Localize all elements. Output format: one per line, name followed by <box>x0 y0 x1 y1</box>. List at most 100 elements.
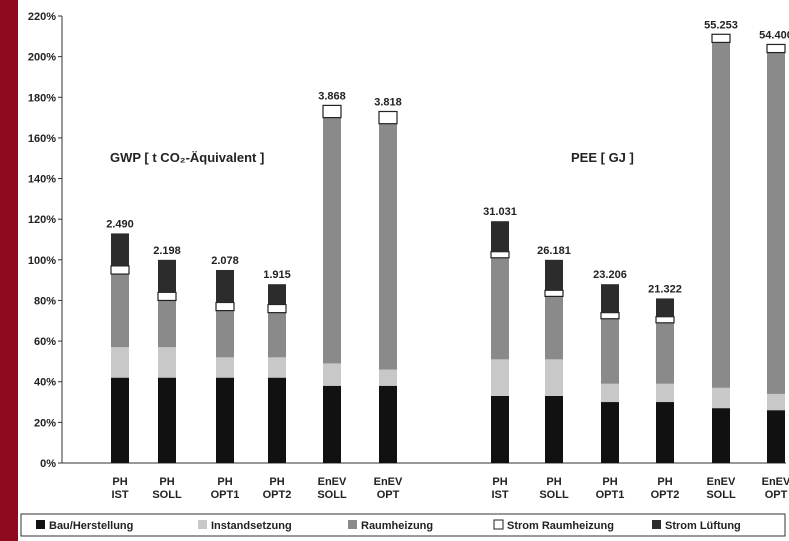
bar-segment-bau-herstellung <box>767 410 785 463</box>
y-tick-label: 140% <box>28 174 56 186</box>
bar-segment-raumheizung <box>767 52 785 394</box>
labels-layer: GWP [ t CO₂-Äquivalent ]2.490PHIST2.198P… <box>106 19 789 501</box>
legend-box <box>20 513 786 537</box>
y-tick-label: 180% <box>28 92 56 104</box>
category-label-top: PH <box>657 476 672 488</box>
bar-segment-bau-herstellung <box>656 402 674 463</box>
bar-total-label: 31.031 <box>483 206 517 218</box>
legend-swatch <box>493 519 504 530</box>
bar-total-label: 55.253 <box>704 19 738 31</box>
bar-segment-bau-herstellung <box>323 385 341 463</box>
category-label-top: EnEV <box>762 476 789 488</box>
y-tick-label: 160% <box>28 133 56 145</box>
bar-total-label: 2.198 <box>153 245 181 257</box>
y-tick-label: 100% <box>28 255 56 267</box>
category-label-bottom: OPT1 <box>211 489 240 501</box>
bar-segment-instandsetzung <box>111 347 129 378</box>
bar-segment-instandsetzung <box>545 359 563 396</box>
bar-segment-instandsetzung <box>601 383 619 403</box>
category-label-bottom: IST <box>111 489 128 501</box>
bar-segment-raumheizung <box>656 322 674 384</box>
bar-segment-raumheizung <box>216 310 234 358</box>
legend-swatch <box>348 520 357 529</box>
category-label-bottom: SOLL <box>152 489 182 501</box>
bar-segment-bau-herstellung <box>379 385 397 463</box>
bar-segment-strom-raumheizung <box>322 104 342 119</box>
category-label-top: PH <box>159 476 174 488</box>
bar-segment-strom-raumheizung <box>655 316 675 324</box>
bar-segment-strom-raumheizung <box>766 43 786 54</box>
category-label-top: PH <box>546 476 561 488</box>
bar-segment-raumheizung <box>712 42 730 388</box>
stacked-bar-chart: 0% 20% 40% 60% 80% 100% 120% 140% 160% 180% 200% 22… <box>20 11 789 537</box>
y-tick-label: 80% <box>34 295 56 307</box>
category-label-top: PH <box>269 476 284 488</box>
legend-swatch <box>198 520 207 529</box>
bar-segment-strom-raumheizung <box>110 265 130 275</box>
bar-total-label: 2.078 <box>211 255 239 267</box>
bar-segment-strom-l-ftung <box>216 269 234 303</box>
bar-segment-bau-herstellung <box>158 377 176 463</box>
bar-segment-instandsetzung <box>491 359 509 396</box>
bar-segment-bau-herstellung <box>712 408 730 463</box>
bar-segment-instandsetzung <box>158 347 176 378</box>
chart-container: 0% 20% 40% 60% 80% 100% 120% 140% 160% 180% 200% 22… <box>18 0 789 541</box>
bar-total-label: 54.400 <box>759 29 789 41</box>
legend-swatch <box>652 520 661 529</box>
bar-segment-raumheizung <box>545 296 563 360</box>
legend: Bau/Herstellung Instandsetzung Raumheizung… <box>20 513 786 537</box>
bar-segment-raumheizung <box>268 312 286 358</box>
y-tick-label: 60% <box>34 336 56 348</box>
bar-segment-bau-herstellung <box>545 395 563 463</box>
bar-segment-instandsetzung <box>323 363 341 386</box>
bar-segment-raumheizung <box>158 300 176 348</box>
legend-entry-label: Strom Raumheizung <box>507 520 614 532</box>
bar-segment-bau-herstellung <box>111 377 129 463</box>
bar-segment-instandsetzung <box>656 383 674 403</box>
bar-total-label: 3.868 <box>318 90 346 102</box>
category-label-bottom: SOLL <box>706 489 736 501</box>
bar-segment-strom-l-ftung <box>491 221 509 252</box>
bar-segment-strom-raumheizung <box>600 312 620 320</box>
bar-segment-bau-herstellung <box>216 377 234 463</box>
legend-entry-label: Strom Lüftung <box>665 520 741 532</box>
legend-swatch <box>36 520 45 529</box>
bar-segment-strom-raumheizung <box>711 33 731 44</box>
bar-segment-strom-raumheizung <box>378 110 398 125</box>
category-label-top: PH <box>492 476 507 488</box>
bar-segment-strom-l-ftung <box>268 284 286 305</box>
bar-segment-instandsetzung <box>379 369 397 386</box>
bar-total-label: 26.181 <box>537 245 571 257</box>
category-label-top: EnEV <box>318 476 347 488</box>
bar-segment-strom-l-ftung <box>601 284 619 313</box>
bar-total-label: 1.915 <box>263 269 291 281</box>
legend-entry-label: Raumheizung <box>361 520 433 532</box>
category-label-top: PH <box>112 476 127 488</box>
bar-segment-raumheizung <box>379 123 397 370</box>
bar-segment-strom-l-ftung <box>158 259 176 293</box>
bar-segment-strom-l-ftung <box>545 259 563 291</box>
bar-segment-bau-herstellung <box>491 395 509 463</box>
bar-segment-bau-herstellung <box>601 402 619 463</box>
bar-segment-strom-l-ftung <box>111 233 129 266</box>
bar-segment-strom-raumheizung <box>544 289 564 297</box>
bar-total-label: 21.322 <box>648 283 682 295</box>
category-label-top: EnEV <box>707 476 736 488</box>
bar-total-label: 23.206 <box>593 269 627 281</box>
bar-segment-instandsetzung <box>268 357 286 378</box>
bar-segment-strom-raumheizung <box>215 301 235 312</box>
y-tick-label: 0% <box>40 458 56 470</box>
category-label-bottom: SOLL <box>317 489 347 501</box>
y-tick-label: 20% <box>34 417 56 429</box>
bars-layer <box>110 33 786 463</box>
y-tick-label: 120% <box>28 214 56 226</box>
bar-segment-instandsetzung <box>216 357 234 378</box>
y-tick-label: 40% <box>34 377 56 389</box>
bar-segment-bau-herstellung <box>268 377 286 463</box>
bar-total-label: 3.818 <box>374 96 402 108</box>
bar-total-label: 2.490 <box>106 218 134 230</box>
bar-segment-instandsetzung <box>767 393 785 411</box>
category-label-bottom: IST <box>491 489 508 501</box>
category-label-bottom: OPT1 <box>596 489 625 501</box>
bar-segment-raumheizung <box>323 117 341 364</box>
